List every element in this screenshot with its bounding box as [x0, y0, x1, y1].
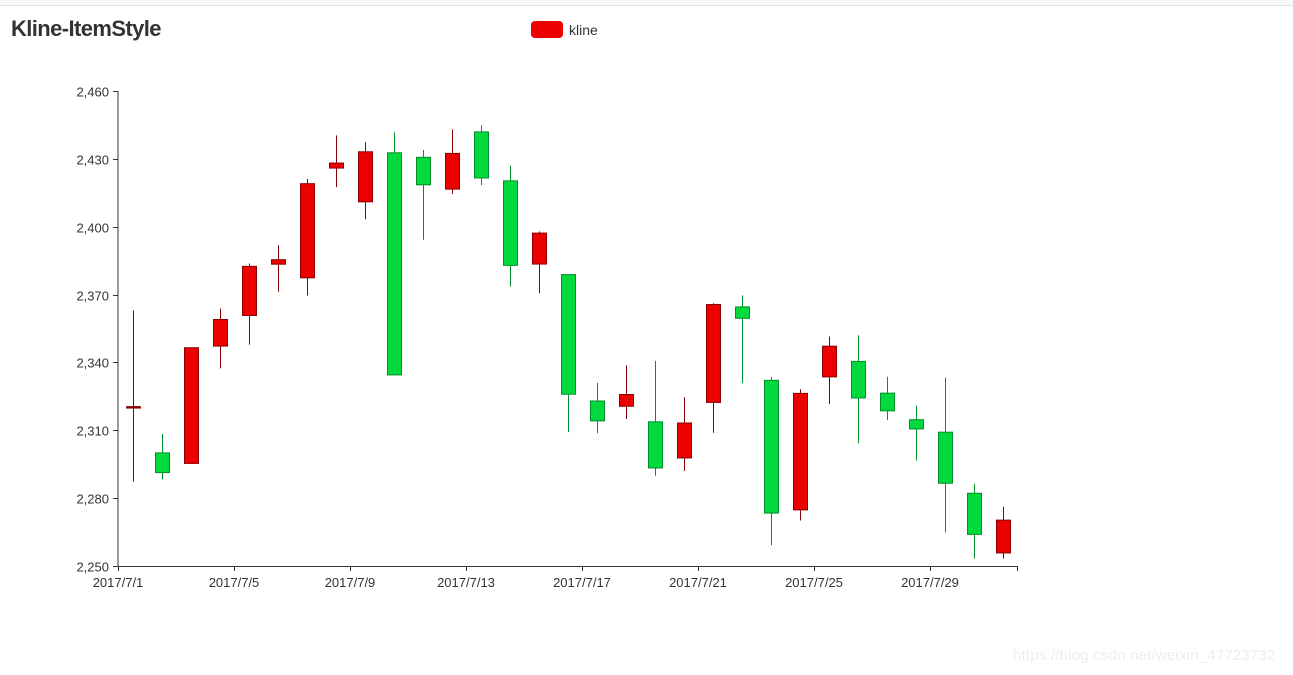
- x-tick-label: 2017/7/9: [325, 575, 376, 590]
- candle[interactable]: [416, 150, 431, 240]
- candle[interactable]: [532, 231, 547, 294]
- y-tick-label: 2,310: [76, 424, 109, 439]
- candle[interactable]: [619, 365, 634, 419]
- candle[interactable]: [909, 405, 924, 461]
- candle[interactable]: [880, 376, 895, 420]
- candle[interactable]: [938, 377, 953, 533]
- candle[interactable]: [387, 132, 402, 376]
- candle[interactable]: [474, 125, 489, 186]
- legend-swatch-icon: [531, 21, 563, 38]
- candle[interactable]: [503, 165, 518, 287]
- candle[interactable]: [764, 377, 779, 546]
- y-axis: 2,250 2,280 2,310 2,340 2,370 2,400 2,430 2,460: [76, 85, 119, 575]
- candle[interactable]: [851, 335, 866, 444]
- candle[interactable]: [300, 178, 315, 296]
- candle[interactable]: [184, 347, 199, 464]
- x-tick-label: 2017/7/1: [93, 575, 144, 590]
- y-tick-label: 2,250: [76, 560, 109, 575]
- y-tick-label: 2,340: [76, 356, 109, 371]
- candle[interactable]: [822, 336, 837, 405]
- x-tick-label: 2017/7/13: [437, 575, 495, 590]
- y-tick-label: 2,430: [76, 153, 109, 168]
- x-tick-label: 2017/7/21: [669, 575, 727, 590]
- candle[interactable]: [271, 245, 286, 292]
- candle[interactable]: [561, 274, 576, 433]
- candle[interactable]: [358, 142, 373, 220]
- candle[interactable]: [242, 263, 257, 345]
- candle[interactable]: [590, 383, 605, 434]
- browser-top-strip: [0, 0, 1293, 6]
- candle[interactable]: [648, 360, 663, 476]
- candle[interactable]: [155, 433, 170, 480]
- x-tick-label: 2017/7/25: [785, 575, 843, 590]
- y-tick-label: 2,280: [76, 492, 109, 507]
- x-tick-label: 2017/7/5: [209, 575, 260, 590]
- candle[interactable]: [126, 310, 141, 482]
- x-tick-label: 2017/7/17: [553, 575, 611, 590]
- candle[interactable]: [793, 389, 808, 521]
- y-tick-label: 2,460: [76, 85, 109, 100]
- chart-title: Kline-ItemStyle: [11, 16, 162, 41]
- candle[interactable]: [677, 397, 692, 471]
- candle[interactable]: [735, 295, 750, 384]
- x-axis: 2017/7/1 2017/7/5 2017/7/9 2017/7/13 2017/7/…: [93, 566, 1018, 590]
- candle[interactable]: [967, 483, 982, 559]
- candle[interactable]: [706, 303, 721, 433]
- legend-item-kline[interactable]: kline: [531, 21, 598, 38]
- watermark: https://blog.csdn.net/weixin_47723732: [1013, 647, 1276, 664]
- legend-label: kline: [569, 21, 598, 38]
- candle[interactable]: [445, 129, 460, 195]
- candle[interactable]: [996, 506, 1011, 559]
- candlestick-series: [126, 125, 1011, 559]
- x-tick-label: 2017/7/29: [901, 575, 959, 590]
- y-tick-label: 2,370: [76, 289, 109, 304]
- y-tick-label: 2,400: [76, 221, 109, 236]
- candle[interactable]: [213, 308, 228, 369]
- candle[interactable]: [329, 135, 344, 187]
